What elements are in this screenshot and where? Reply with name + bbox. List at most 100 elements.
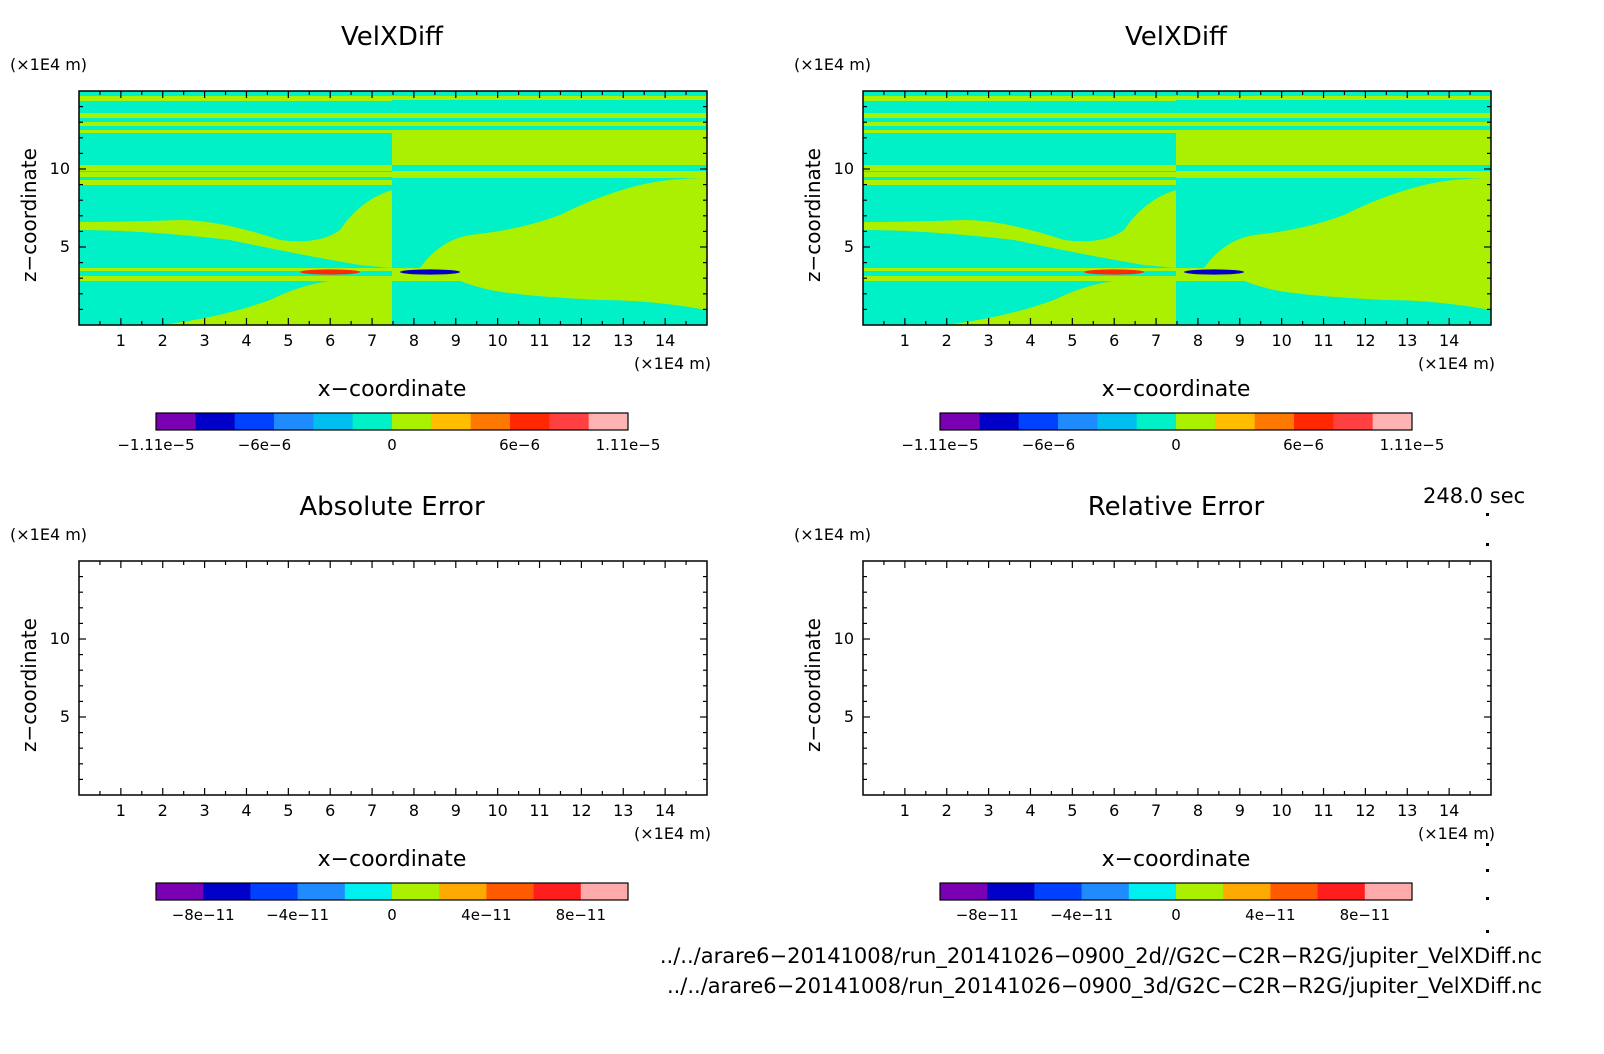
contour-region [79,190,392,268]
colorbar-segment [549,413,590,430]
colorbar-segment [431,413,472,430]
y-unit: (×1E4 m) [794,55,872,74]
contour-region [863,96,1491,101]
colorbar-segment [1058,413,1098,430]
colorbar-segment [1128,883,1177,900]
x-tick-label: 4 [241,331,252,350]
x-tick-label: 5 [283,801,294,820]
x-tick-label: 10 [1271,331,1292,350]
positive-anomaly [300,269,360,275]
x-tick-label: 11 [529,331,550,350]
y-tick-label: 10 [833,629,854,648]
x-tick-label: 10 [1271,801,1292,820]
x-tick-label: 9 [450,331,461,350]
contour-region [79,180,392,185]
contour-region [392,178,707,268]
colorbar-segment [1294,413,1334,430]
colorbar-segment [1364,883,1413,900]
colorbar-segment [392,413,432,430]
y-unit: (×1E4 m) [10,55,88,74]
x-tick-label: 12 [1355,801,1376,820]
y-unit: (×1E4 m) [10,525,88,544]
y-tick-label: 10 [49,159,70,178]
x-tick-label: 5 [1067,331,1078,350]
colorbar-segment [1034,883,1083,900]
x-unit: (×1E4 m) [634,354,712,373]
x-tick-label: 8 [1192,801,1204,820]
x-tick-label: 9 [1234,331,1245,350]
x-tick-label: 4 [1025,331,1036,350]
colorbar-frame [155,412,629,431]
x-tick-label: 13 [613,331,634,350]
colorbar-segment [1333,413,1374,430]
x-tick-label: 6 [325,801,336,820]
marker-dot [1486,543,1489,546]
colorbar-label: 0 [1171,436,1181,454]
colorbar-segment [344,883,393,900]
y-axis-label: z−coordinate [801,618,825,752]
marker-dot [1486,513,1489,516]
y-tick-label: 10 [833,159,854,178]
x-tick-label: 12 [571,331,592,350]
x-tick-label: 1 [115,801,126,820]
x-axis-label: x−coordinate [317,377,467,402]
contour-region [392,165,707,171]
contour-region [79,113,707,118]
x-tick-label: 9 [450,801,461,820]
colorbar-segment [352,413,393,430]
colorbar-segment [1215,413,1256,430]
colorbar [155,412,629,431]
colorbar-segment [533,883,582,900]
file-path-2d: ../../arare6−20141008/run_20141026−0900_… [659,944,1542,968]
y-tick-label: 5 [59,237,70,256]
colorbar-segment [156,883,204,900]
x-tick-label: 3 [199,331,210,350]
x-tick-label: 2 [157,801,168,820]
x-tick-label: 7 [1150,801,1162,820]
x-tick-label: 4 [241,801,252,820]
plot-frame [862,560,1492,796]
colorbar-label: −4e−11 [266,906,330,924]
x-tick-label: 6 [1109,331,1120,350]
chart-title: VelXDiff [1125,22,1227,52]
y-tick-label: 10 [49,629,70,648]
x-tick-label: 2 [941,331,952,350]
contour-region [392,100,707,106]
x-tick-label: 14 [654,801,676,820]
y-tick-label: 5 [843,237,854,256]
x-tick-label: 2 [157,331,168,350]
colorbar-segment [588,413,629,430]
contour-region [392,281,707,325]
colorbar-segment [439,883,487,900]
colorbar-label: −4e−11 [1050,906,1114,924]
colorbar-segment [1372,413,1413,430]
x-tick-label: 8 [1192,331,1204,350]
file-path-3d: ../../arare6−20141008/run_20141026−0900_… [666,974,1542,998]
colorbar-segment [1223,883,1271,900]
contour-region [79,96,707,101]
contour-region [1176,165,1491,171]
colorbar [155,882,629,901]
colorbar-label: 1.11e−5 [595,436,661,454]
x-tick-label: 5 [283,331,294,350]
colorbar-segment [1097,413,1138,430]
colorbar-segment [987,883,1035,900]
chart-title: Absolute Error [299,492,485,522]
chart-title: VelXDiff [341,22,443,52]
x-tick-label: 14 [1438,801,1460,820]
colorbar-label: −8e−11 [955,906,1019,924]
contour-region [1176,178,1491,268]
contour-region [79,165,392,171]
x-tick-label: 13 [613,801,634,820]
colorbar-segment [1254,413,1295,430]
y-tick-label: 5 [59,707,70,726]
colorbar-label: 0 [1171,906,1181,924]
x-tick-label: 3 [983,331,994,350]
colorbar-segment [486,883,535,900]
negative-anomaly [400,269,460,275]
contour-region [863,122,1491,126]
